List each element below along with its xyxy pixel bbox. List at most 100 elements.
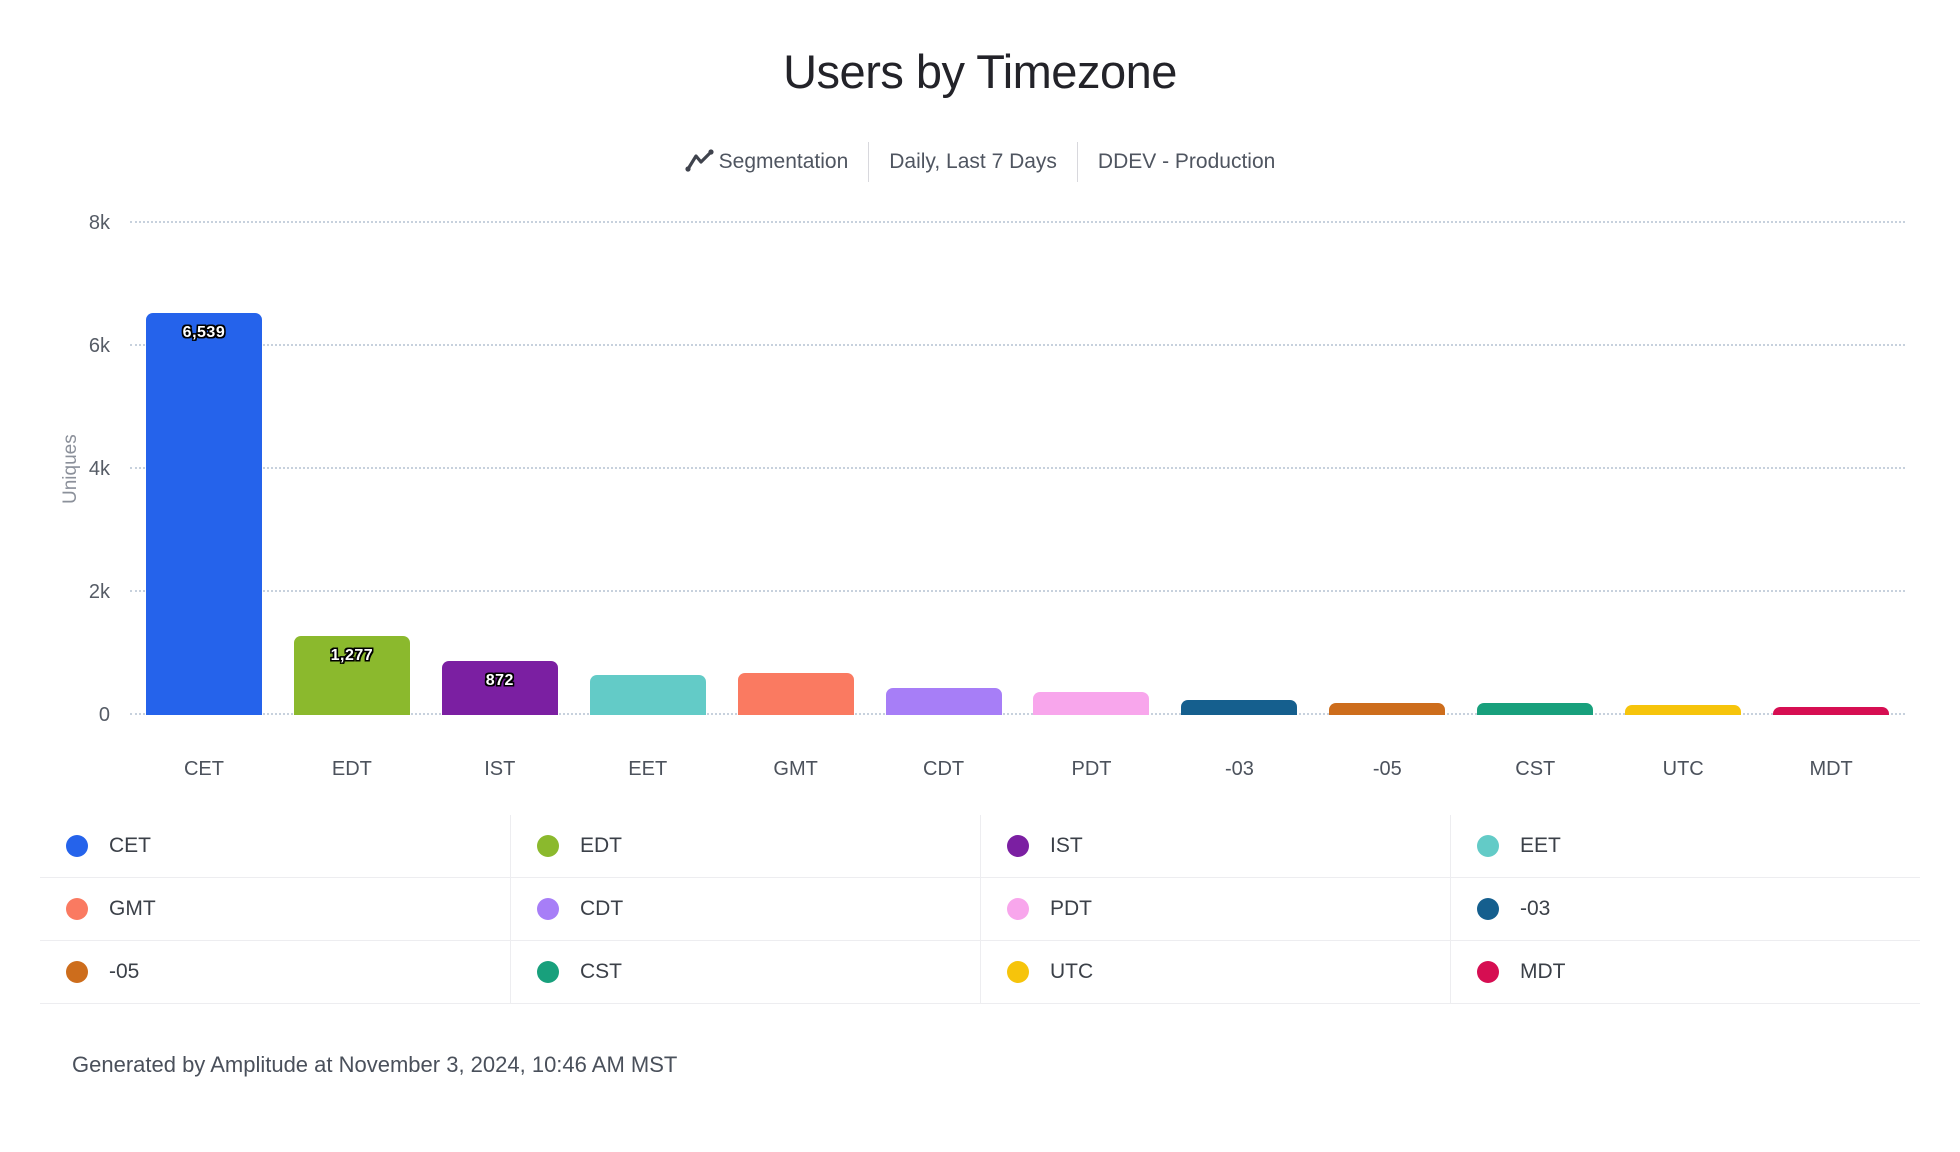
- legend-item-GMT[interactable]: GMT: [40, 878, 510, 941]
- page-title: Users by Timezone: [783, 45, 1177, 98]
- x-axis-label-IST: IST: [484, 758, 516, 780]
- legend-color-dot: [537, 835, 559, 857]
- x-axis-label-EET: EET: [628, 758, 668, 780]
- bar-slot--05: [1313, 223, 1461, 715]
- x-axis-label--05: -05: [1372, 758, 1402, 780]
- bar-slot-CET: 6,539: [130, 223, 278, 715]
- legend-color-dot: [1477, 835, 1499, 857]
- bar-GMT[interactable]: [737, 673, 854, 715]
- x-axis-label-MDT: MDT: [1809, 758, 1853, 780]
- bar-value-label-IST: 872: [485, 672, 514, 690]
- legend-color-dot: [1007, 835, 1029, 857]
- legend-color-dot: [66, 898, 88, 920]
- bars-container: 6,539 1,277 872: [130, 223, 1905, 715]
- bar-value-label-EDT: 1,277: [330, 647, 374, 665]
- legend-color-dot: [1477, 961, 1499, 983]
- bar-IST[interactable]: 872: [441, 661, 558, 715]
- legend-item-label: CDT: [580, 897, 624, 920]
- bar-slot-EDT: 1,277: [278, 223, 426, 715]
- x-axis-label--03: -03: [1224, 758, 1254, 780]
- y-tick-label-6k: 6k: [88, 335, 110, 357]
- bar-slot-GMT: [722, 223, 870, 715]
- bar-UTC[interactable]: [1625, 705, 1742, 715]
- legend-item-PDT[interactable]: PDT: [980, 878, 1450, 941]
- bar--03[interactable]: [1181, 700, 1298, 715]
- plot-area: 6,539 1,277 872 8k 6k 4k 2k 0: [89, 213, 1905, 725]
- legend-item-CET[interactable]: CET: [40, 815, 510, 878]
- legend-item-IST[interactable]: IST: [980, 815, 1450, 878]
- bar-slot-UTC: [1609, 223, 1757, 715]
- chart-type: Segmentation: [685, 148, 849, 176]
- bar--05[interactable]: [1329, 703, 1446, 715]
- y-tick-label-4k: 4k: [88, 458, 110, 480]
- bar-slot--03: [1165, 223, 1313, 715]
- chart-type-label: Segmentation: [718, 150, 849, 173]
- legend-item-EET[interactable]: EET: [1450, 815, 1920, 878]
- legend-item-CST[interactable]: CST: [510, 941, 980, 1004]
- x-axis-labels: CET EDT IST EET GMT CDT PDT -03 -05 CST UTC MDT: [130, 758, 1905, 781]
- gridline-4k: [130, 467, 1905, 469]
- legend-color-dot: [537, 898, 559, 920]
- bar-CDT[interactable]: [885, 687, 1002, 715]
- legend-color-dot: [1007, 898, 1029, 920]
- bar-slot-CDT: [870, 223, 1018, 715]
- y-tick-label-0: 0: [98, 704, 110, 726]
- legend-item-label: GMT: [109, 897, 156, 920]
- x-axis-label-GMT: GMT: [773, 758, 818, 780]
- legend-item-UTC[interactable]: UTC: [980, 941, 1450, 1004]
- bar-PDT[interactable]: [1033, 692, 1150, 715]
- bar-EET[interactable]: [589, 675, 706, 715]
- legend-color-dot: [66, 835, 88, 857]
- date-range: Daily, Last 7 Days: [889, 150, 1057, 174]
- legend-item-label: PDT: [1050, 897, 1092, 920]
- y-tick-label-2k: 2k: [88, 581, 110, 603]
- legend-item-label: CET: [109, 834, 151, 857]
- bar-slot-IST: 872: [426, 223, 574, 715]
- legend-item-MDT[interactable]: MDT: [1450, 941, 1920, 1004]
- subtitle-divider: [868, 142, 870, 182]
- x-axis-label-CST: CST: [1515, 758, 1556, 780]
- legend-item-label: EET: [1520, 834, 1561, 857]
- x-axis-label-EDT: EDT: [331, 758, 372, 780]
- legend-item-label: MDT: [1520, 960, 1566, 983]
- bar-MDT[interactable]: [1773, 707, 1890, 715]
- project-name: DDEV - Production: [1098, 150, 1275, 174]
- legend-item--03[interactable]: -03: [1450, 878, 1920, 941]
- legend-item-EDT[interactable]: EDT: [510, 815, 980, 878]
- bar-CST[interactable]: [1477, 703, 1594, 715]
- legend-color-dot: [1477, 898, 1499, 920]
- legend-item-label: IST: [1050, 834, 1083, 857]
- legend-item--05[interactable]: -05: [40, 941, 510, 1004]
- legend-item-label: CST: [580, 960, 622, 983]
- date-range-label: Daily, Last 7 Days: [889, 150, 1057, 173]
- gridline-2k: [130, 590, 1905, 592]
- bar-CET[interactable]: 6,539: [145, 312, 262, 715]
- generated-by-note: Generated by Amplitude at November 3, 20…: [72, 1052, 678, 1077]
- x-axis-label-PDT: PDT: [1071, 758, 1112, 780]
- legend-item-label: EDT: [580, 834, 622, 857]
- bar-value-label-CET: 6,539: [182, 323, 226, 341]
- legend-item-label: -03: [1520, 897, 1551, 920]
- legend-color-dot: [66, 961, 88, 983]
- gridline-0: [130, 713, 1905, 715]
- bar-slot-PDT: [1018, 223, 1166, 715]
- bar-slot-MDT: [1757, 223, 1905, 715]
- gridline-8k: [130, 221, 1905, 223]
- bar-slot-CST: [1461, 223, 1609, 715]
- legend-item-label: -05: [109, 960, 140, 983]
- legend-item-CDT[interactable]: CDT: [510, 878, 980, 941]
- project-label: DDEV - Production: [1097, 150, 1276, 173]
- bar-slot-EET: [574, 223, 722, 715]
- chart-subtitle: Segmentation Daily, Last 7 Days DDEV - P…: [0, 142, 1960, 182]
- legend-color-dot: [1007, 961, 1029, 983]
- segmentation-line-chart-icon: [685, 148, 715, 176]
- x-axis-label-CET: CET: [183, 758, 224, 780]
- legend: CET EDT IST EET GMT CDT PDT -03 -05 CST UTC MDT: [40, 815, 1920, 1004]
- y-tick-label-8k: 8k: [88, 212, 110, 234]
- legend-item-label: UTC: [1050, 960, 1094, 983]
- subtitle-divider: [1076, 142, 1078, 182]
- gridline-6k: [130, 344, 1905, 346]
- bar-EDT[interactable]: 1,277: [293, 636, 410, 715]
- x-axis-label-CDT: CDT: [923, 758, 965, 780]
